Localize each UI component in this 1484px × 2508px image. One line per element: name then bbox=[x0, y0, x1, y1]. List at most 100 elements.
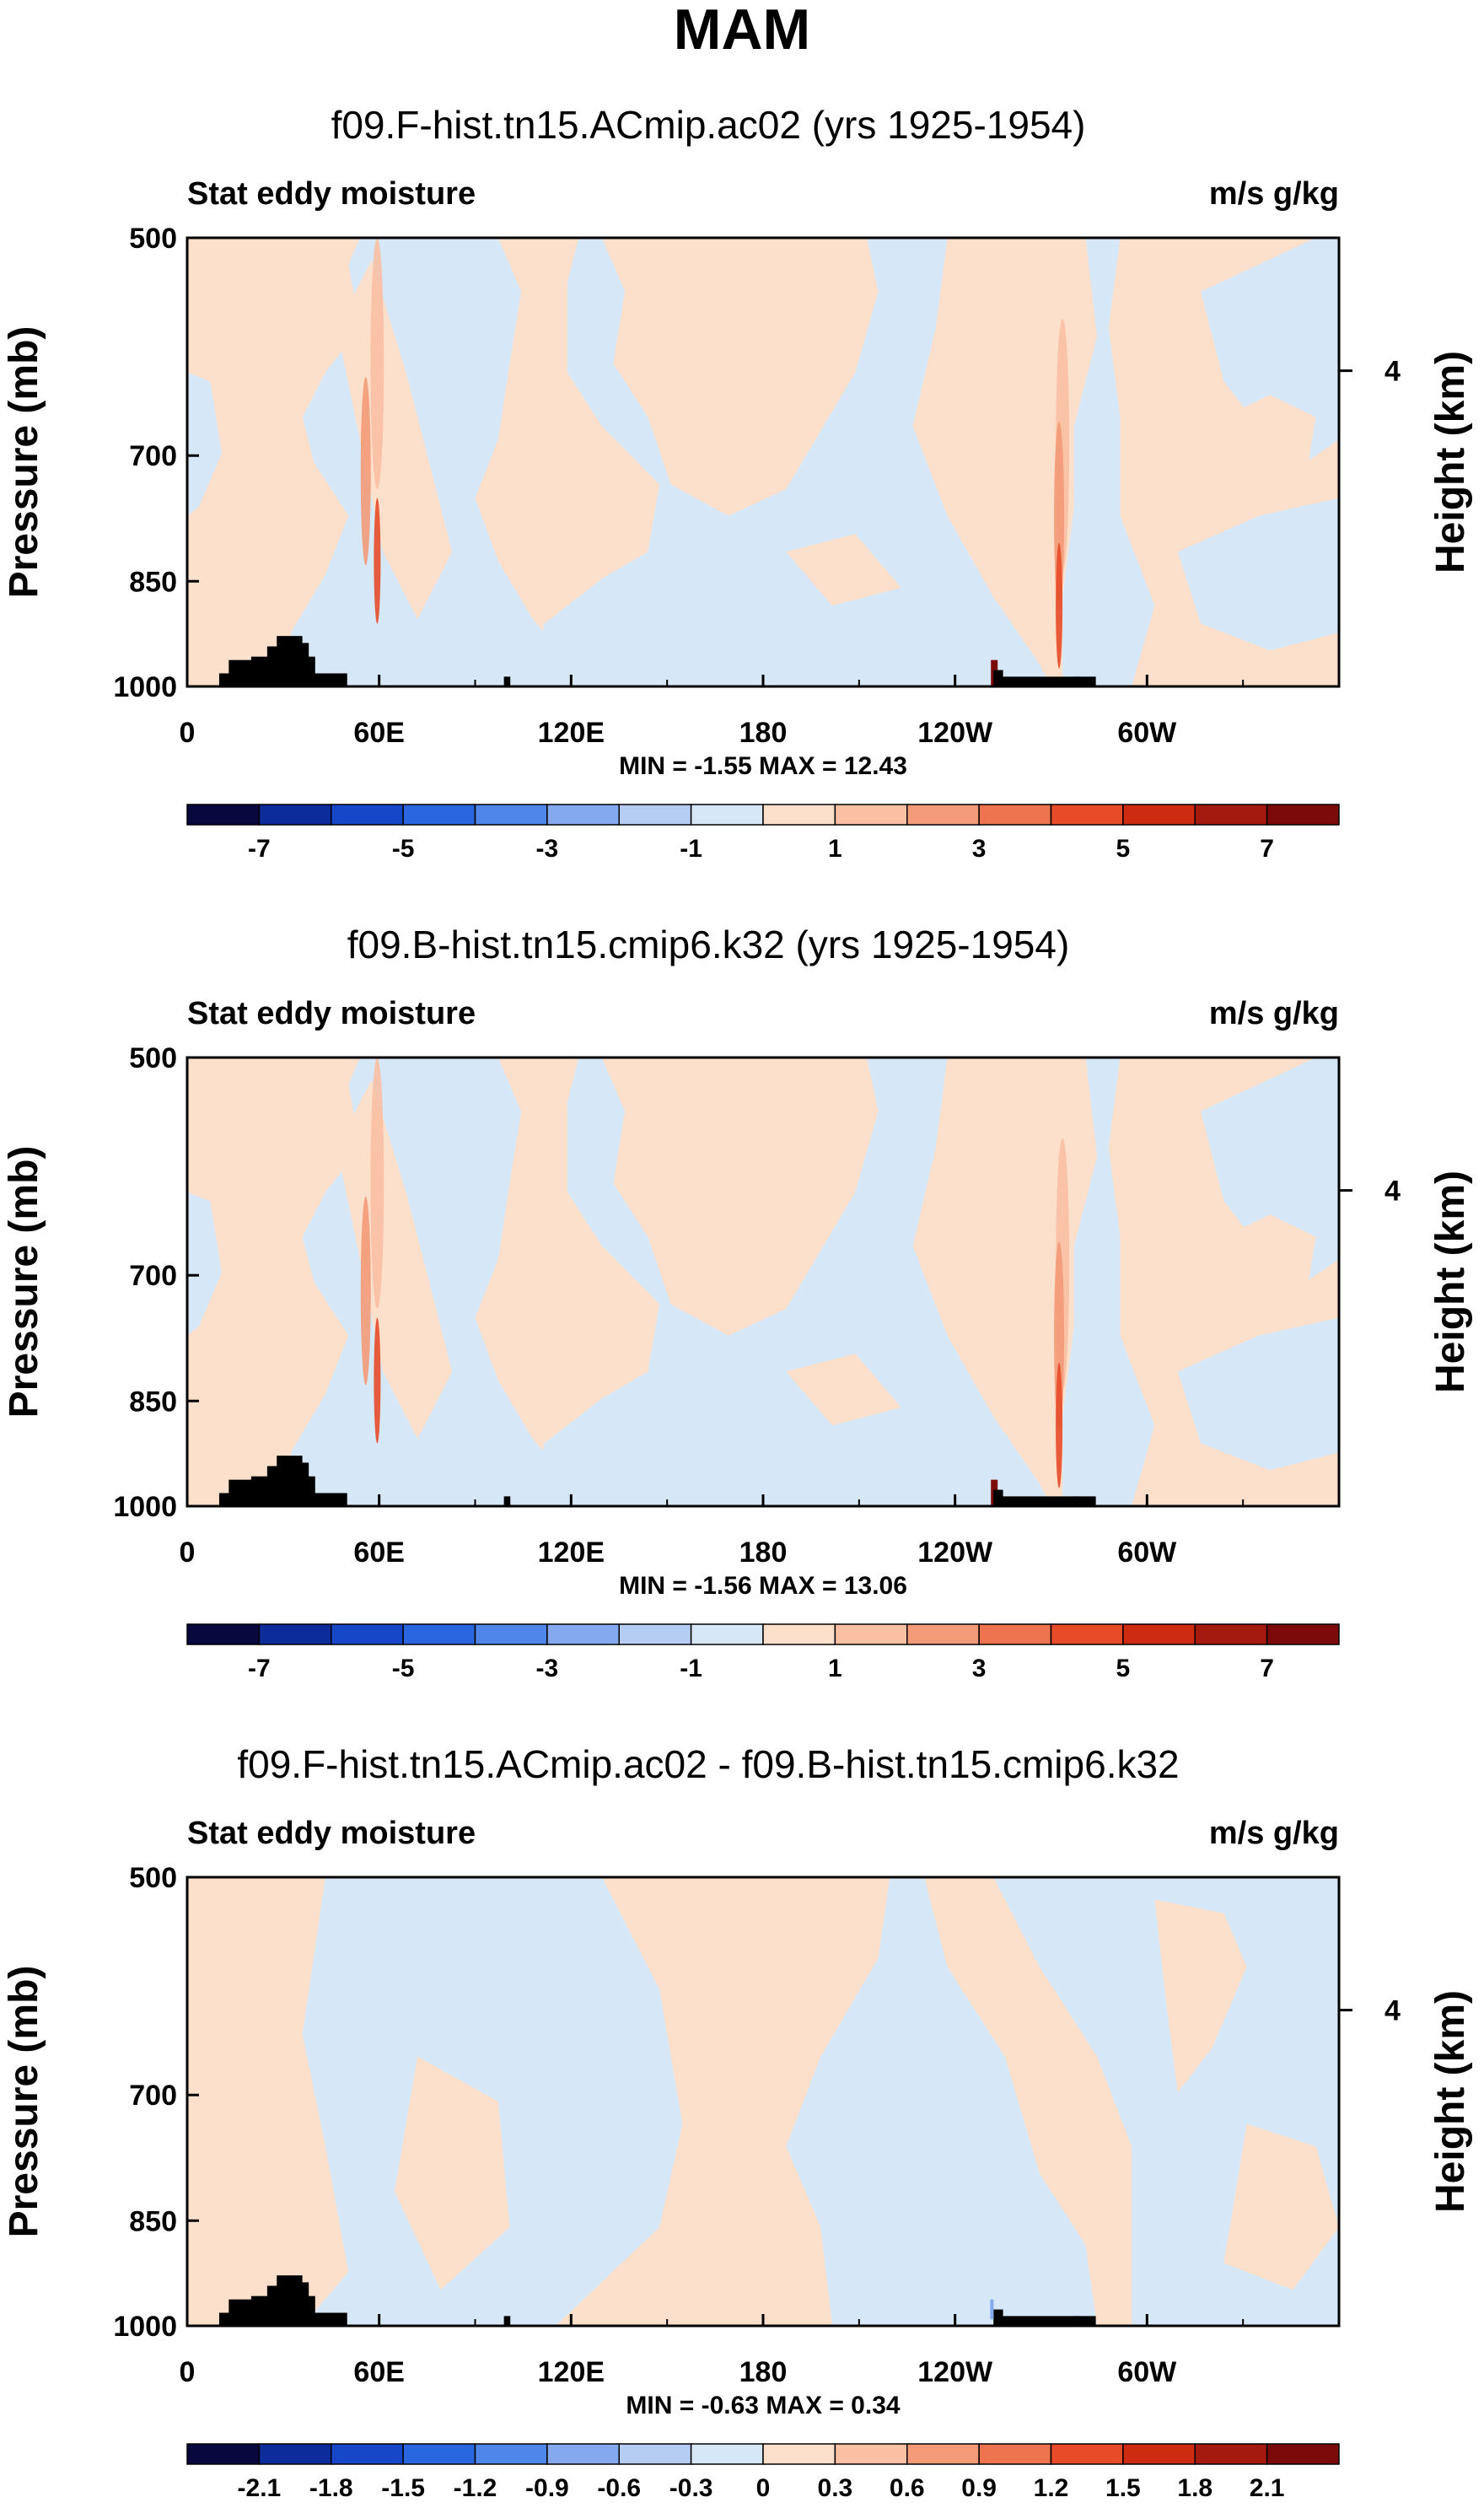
x-tick-label: 120E bbox=[538, 1537, 605, 1569]
field-contour bbox=[786, 534, 901, 606]
x-tick-label: 0 bbox=[180, 1537, 196, 1569]
field-contour bbox=[924, 1877, 1132, 2326]
colorbar-segment bbox=[762, 1623, 836, 1645]
moisture-plume bbox=[374, 498, 381, 624]
field-contour bbox=[187, 1192, 222, 1336]
x-tick-label: 0 bbox=[180, 717, 196, 749]
y-right-axis-label: Height (km) bbox=[1428, 1171, 1473, 1393]
field-contour bbox=[1177, 498, 1339, 651]
x-tick-label: 60E bbox=[353, 1537, 405, 1569]
colorbar-segment bbox=[834, 2443, 908, 2465]
panel-units-label: m/s g/kg bbox=[1209, 996, 1339, 1031]
colorbar-segment bbox=[1122, 2443, 1196, 2465]
colorbar-segment bbox=[402, 804, 476, 826]
terrain-block bbox=[1073, 2316, 1080, 2326]
y-tick-label: 500 bbox=[129, 1862, 177, 1894]
colorbar-segment bbox=[546, 804, 620, 826]
colorbar-segment bbox=[1194, 2443, 1268, 2465]
min-max-stats: MIN = -1.55 MAX = 12.43 bbox=[619, 752, 907, 780]
min-max-stats: MIN = -1.56 MAX = 13.06 bbox=[619, 1572, 907, 1600]
terrain-block bbox=[999, 2316, 1096, 2326]
y-tick-label: 700 bbox=[129, 1260, 177, 1292]
colorbar-label: -3 bbox=[536, 835, 559, 863]
colorbar-segment bbox=[618, 1623, 692, 1645]
field-contour bbox=[336, 260, 453, 620]
colorbar-segment bbox=[906, 1623, 980, 1645]
colorbar-segment bbox=[546, 2443, 620, 2465]
colorbar-label: -1.8 bbox=[309, 2474, 353, 2502]
panels: f09.F-hist.tn15.ACmip.ac02 (yrs 1925-195… bbox=[2, 103, 1473, 2502]
chart-panel-3: f09.F-hist.tn15.ACmip.ac02 - f09.B-hist.… bbox=[2, 1742, 1473, 2502]
colorbar-segment bbox=[762, 2443, 836, 2465]
colorbar-segment bbox=[978, 2443, 1052, 2465]
x-tick-label: 60E bbox=[353, 717, 405, 749]
colorbar-segment bbox=[1194, 1623, 1268, 1645]
field-contour bbox=[532, 238, 1051, 686]
colorbar-segment bbox=[186, 2443, 261, 2465]
colorbar-label: 0 bbox=[756, 2474, 771, 2502]
panel-title: f09.B-hist.tn15.cmip6.k32 (yrs 1925-1954… bbox=[347, 923, 1070, 966]
colorbar-segment bbox=[331, 804, 404, 826]
colorbar-segment bbox=[978, 1623, 1052, 1645]
plot-area bbox=[187, 1877, 1339, 2326]
field-contour bbox=[336, 1079, 453, 1440]
colorbar-segment bbox=[618, 2443, 692, 2465]
field-contour bbox=[786, 1354, 901, 1426]
colorbar-label: -5 bbox=[392, 835, 415, 863]
colorbar-segment bbox=[546, 1623, 620, 1645]
terrain-block bbox=[503, 1496, 511, 1506]
colorbar-label: -3 bbox=[536, 1655, 559, 1682]
y-tick-label: 850 bbox=[129, 566, 177, 598]
panel-units-label: m/s g/kg bbox=[1209, 176, 1339, 212]
colorbar-segment bbox=[258, 2443, 332, 2465]
colorbar-segment bbox=[1050, 2443, 1124, 2465]
colorbar-label: -5 bbox=[392, 1655, 415, 1682]
field-contour bbox=[532, 1058, 1051, 1506]
colorbar-segment bbox=[186, 804, 261, 826]
field-contour bbox=[1062, 238, 1155, 686]
colorbar-label: -0.6 bbox=[597, 2474, 641, 2502]
panel-variable-label: Stat eddy moisture bbox=[187, 176, 476, 212]
colorbar-label: -7 bbox=[248, 1655, 271, 1682]
colorbar-segment bbox=[1122, 1623, 1196, 1645]
moisture-plume bbox=[360, 376, 371, 566]
colorbar-segment bbox=[402, 2443, 476, 2465]
terrain-block bbox=[311, 2312, 322, 2326]
colorbar-label: -7 bbox=[248, 835, 271, 863]
panel-title: f09.F-hist.tn15.ACmip.ac02 - f09.B-hist.… bbox=[237, 1742, 1179, 1786]
terrain-block bbox=[1073, 676, 1080, 686]
moisture-plume bbox=[1054, 1241, 1065, 1430]
field-contour bbox=[1062, 1058, 1155, 1506]
colorbar-label: -0.3 bbox=[669, 2474, 713, 2502]
y-tick-label: 500 bbox=[129, 223, 177, 255]
terrain-block bbox=[993, 2309, 1003, 2326]
x-tick-label: 120W bbox=[917, 717, 993, 749]
y-tick-label: 850 bbox=[129, 1386, 177, 1418]
colorbar-segment bbox=[1050, 1623, 1124, 1645]
colorbar-label: -0.9 bbox=[525, 2474, 569, 2502]
x-tick-label: 60W bbox=[1117, 2356, 1177, 2388]
field-contour bbox=[1223, 2123, 1339, 2290]
colorbar-segment bbox=[402, 1623, 476, 1645]
moisture-plume bbox=[370, 1058, 384, 1309]
moisture-plume bbox=[1056, 542, 1063, 669]
colorbar-segment bbox=[834, 1623, 908, 1645]
colorbar-label: 7 bbox=[1260, 835, 1274, 863]
moisture-plume bbox=[1054, 422, 1065, 611]
plot-area bbox=[187, 1058, 1339, 1506]
y-tick-label: 500 bbox=[129, 1042, 177, 1074]
colorbar-label: -1 bbox=[680, 835, 702, 863]
colorbar-segment bbox=[1266, 1623, 1340, 1645]
moisture-plume bbox=[1056, 1362, 1063, 1488]
terrain-block bbox=[993, 670, 1003, 686]
colorbar-segment bbox=[978, 804, 1052, 826]
chart-panel-2: f09.B-hist.tn15.cmip6.k32 (yrs 1925-1954… bbox=[2, 923, 1473, 1682]
colorbar-label: 1.8 bbox=[1177, 2474, 1212, 2502]
x-tick-label: 120W bbox=[917, 2356, 993, 2388]
panel-title: f09.F-hist.tn15.ACmip.ac02 (yrs 1925-195… bbox=[331, 103, 1086, 147]
colorbar-label: -1.5 bbox=[381, 2474, 425, 2502]
terrain-block bbox=[503, 2316, 511, 2326]
colorbar-segment bbox=[906, 804, 980, 826]
colorbar-label: 1 bbox=[828, 1655, 842, 1682]
plot-area bbox=[187, 238, 1339, 686]
